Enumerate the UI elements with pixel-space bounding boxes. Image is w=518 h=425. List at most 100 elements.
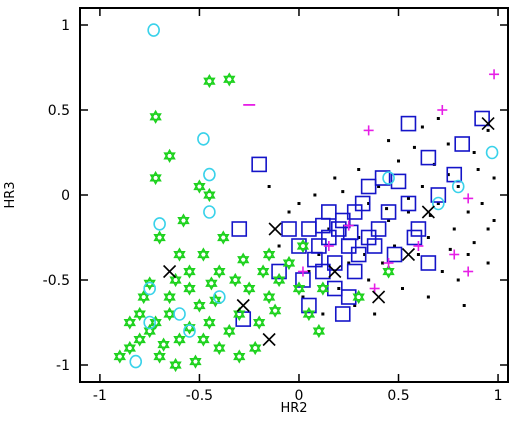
square-point	[327, 255, 343, 271]
dot-point	[486, 227, 490, 231]
star-point	[233, 349, 246, 364]
y-tick-label: -0.5	[43, 273, 70, 289]
dot-point	[456, 278, 460, 282]
circle-point	[213, 290, 226, 304]
star-point	[149, 315, 162, 330]
dot-point	[420, 185, 424, 188]
star-point	[163, 289, 176, 305]
square-point	[301, 297, 317, 314]
cross-point	[481, 117, 495, 131]
dot-point	[337, 287, 341, 290]
cross-point	[401, 247, 416, 262]
y-tick-label: 1	[61, 18, 70, 34]
y-tick-label: -1	[56, 358, 70, 374]
square-point	[366, 238, 383, 254]
star-point	[243, 281, 256, 296]
star-point	[163, 148, 176, 163]
square-point	[400, 195, 417, 212]
star-point	[173, 332, 186, 347]
star-point	[237, 252, 250, 267]
dot-point	[333, 176, 337, 180]
star-point	[149, 170, 162, 186]
star-point	[177, 213, 190, 228]
dot-point	[313, 193, 317, 197]
star-point	[262, 247, 276, 262]
cross-point	[262, 332, 276, 347]
plus-point	[437, 105, 448, 115]
dot-point	[277, 244, 281, 248]
dot-point	[347, 261, 351, 265]
ticks-layer: -1 -0.5 0 0.5 1 -1 -0.5 0 0.5 1	[43, 8, 508, 404]
dot-point	[436, 117, 440, 120]
dot-point	[397, 159, 401, 163]
square-point	[474, 110, 490, 127]
plus-point	[489, 69, 500, 80]
plus-point	[369, 283, 380, 294]
circle-point	[485, 145, 499, 160]
star-point	[123, 340, 136, 356]
square-point	[301, 221, 317, 237]
square-point	[334, 212, 351, 229]
y-axis-label: HR3	[3, 181, 18, 208]
square-point	[454, 136, 471, 152]
cross-point	[372, 290, 386, 304]
dot-point	[446, 173, 450, 177]
circle-point	[147, 23, 160, 37]
dot-point	[426, 295, 430, 299]
square-point	[346, 263, 363, 280]
square-point	[370, 221, 387, 237]
plus-point	[463, 193, 474, 204]
plus-point	[449, 249, 460, 260]
star-point	[133, 332, 146, 347]
star-point	[183, 320, 196, 335]
dot-point	[381, 261, 385, 265]
dot-point	[486, 261, 490, 265]
plus-point	[463, 266, 474, 277]
dot-point	[446, 142, 450, 146]
star-point	[203, 74, 216, 89]
square-point	[307, 251, 323, 268]
cross-point	[328, 264, 342, 279]
dot-point	[357, 168, 361, 171]
x-tick-label: -1	[93, 388, 107, 404]
plot-frame	[79, 7, 509, 383]
square-point	[251, 156, 267, 173]
dot-point	[297, 202, 301, 205]
square-point	[271, 263, 287, 280]
square-point	[360, 229, 377, 246]
star-point	[223, 72, 236, 87]
star-point	[223, 323, 236, 339]
dot-point	[317, 253, 321, 256]
plus-point	[323, 241, 334, 251]
square-point	[327, 280, 343, 297]
star-point	[169, 272, 182, 288]
dot-point	[426, 236, 430, 239]
star-point	[316, 281, 330, 296]
star-point	[203, 187, 216, 203]
dot-point	[476, 168, 480, 171]
dot-point	[307, 270, 311, 273]
dot-point	[412, 145, 416, 149]
dot-point	[357, 236, 361, 239]
dot-point	[321, 312, 325, 316]
star-point	[183, 264, 196, 279]
circle-point	[183, 324, 196, 338]
star-point	[213, 340, 226, 356]
circle-point	[382, 171, 395, 185]
star-point	[382, 264, 395, 279]
dot-point	[385, 207, 389, 211]
dot-point	[486, 128, 490, 132]
dot-point	[406, 210, 410, 214]
dot-point	[387, 219, 391, 222]
dot-point	[436, 202, 440, 205]
star-point	[173, 247, 186, 262]
star-point	[272, 272, 286, 288]
dot-point	[492, 219, 496, 222]
square-point	[380, 204, 397, 220]
circle-point	[203, 205, 216, 219]
dot-point	[367, 278, 371, 282]
square-point	[311, 238, 327, 254]
star-point	[262, 289, 276, 305]
x-tick-label: 0	[295, 388, 304, 404]
square-point	[350, 246, 367, 263]
